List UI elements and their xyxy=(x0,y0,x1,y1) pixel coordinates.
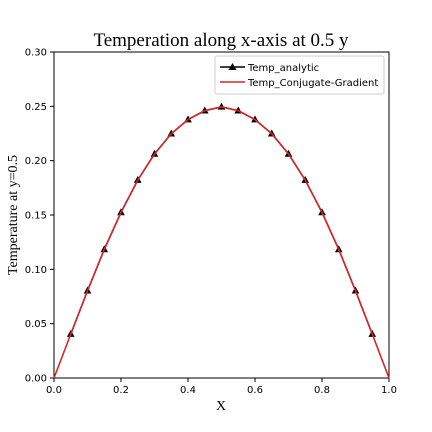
legend-label-temp-analytic: Temp_analytic xyxy=(247,63,319,74)
y-tick-label: 0.25 xyxy=(25,102,47,113)
x-tick-label: 0.2 xyxy=(113,385,129,396)
x-tick-label: 0.8 xyxy=(314,385,330,396)
x-axis-label: X xyxy=(216,399,226,414)
legend: Temp_analytic Temp_Conjugate-Gradient xyxy=(215,56,384,94)
y-tick-label: 0.10 xyxy=(25,265,47,276)
y-tick-label: 0.20 xyxy=(25,156,47,167)
x-tick-label: 0.6 xyxy=(247,385,263,396)
x-tick-label: 1.0 xyxy=(381,385,397,396)
chart-title: Temperation along x-axis at 0.5 y xyxy=(93,30,349,51)
y-tick-label: 0.30 xyxy=(25,48,47,59)
y-tick-label: 0.05 xyxy=(25,319,47,330)
x-tick-label: 0.4 xyxy=(180,385,196,396)
y-tick-label: 0.15 xyxy=(25,211,47,222)
y-tick-label: 0.00 xyxy=(25,374,47,385)
legend-label-temp-conjugate-gradient: Temp_Conjugate-Gradient xyxy=(247,78,378,89)
y-axis-label: Temperature at y=0.5 xyxy=(6,155,21,275)
plot-area-frame xyxy=(54,52,389,378)
x-tick-label: 0.0 xyxy=(46,385,62,396)
